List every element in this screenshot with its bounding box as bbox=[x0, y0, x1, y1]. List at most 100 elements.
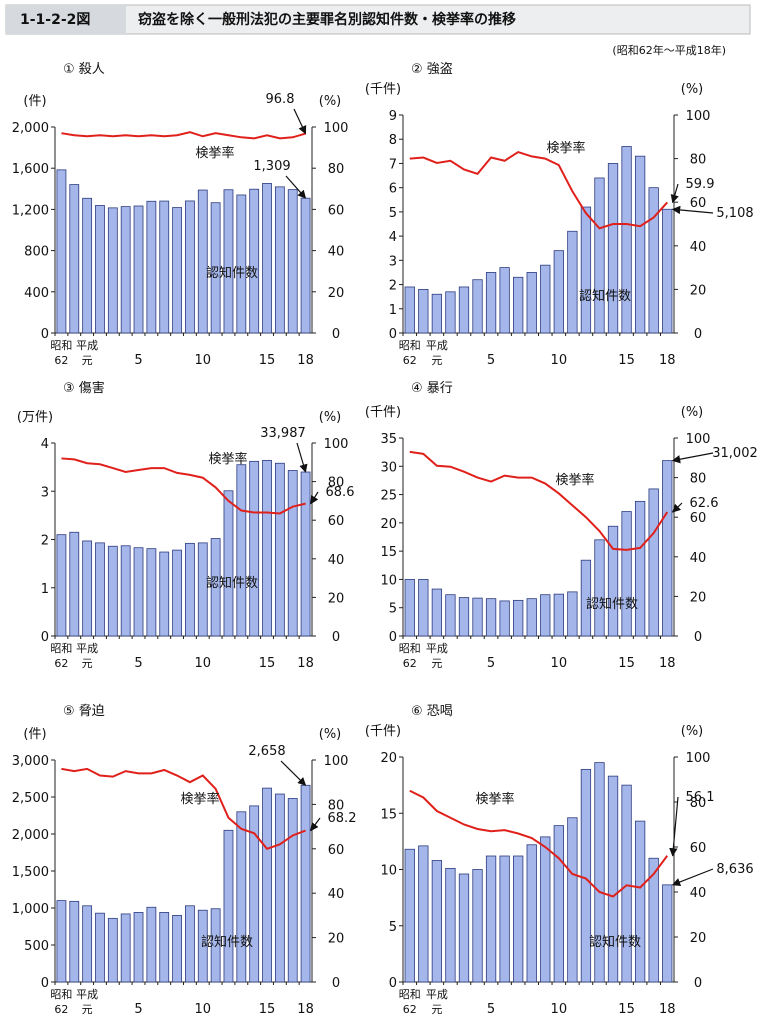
bar bbox=[404, 848, 415, 983]
bar bbox=[159, 200, 170, 334]
bar bbox=[287, 470, 298, 637]
x-tick-label: 5 bbox=[487, 656, 495, 671]
x-tick-label: 15 bbox=[259, 353, 276, 368]
y2-tick-label: 80 bbox=[690, 153, 707, 168]
bar bbox=[146, 906, 157, 983]
bar bbox=[607, 775, 619, 983]
series-name: 認知件数 bbox=[579, 288, 631, 304]
x-tick-label: 平成元 bbox=[76, 339, 98, 367]
y2-tick-label: 60 bbox=[690, 196, 707, 211]
label-arrow bbox=[285, 175, 307, 199]
bar bbox=[56, 169, 67, 334]
bar bbox=[197, 542, 208, 637]
x-tick-label: 平成元 bbox=[426, 988, 448, 1016]
x-tick-label: 15 bbox=[618, 1002, 635, 1017]
y2-tick-label: 40 bbox=[690, 886, 707, 901]
series-name: 認知件数 bbox=[206, 265, 258, 281]
bar bbox=[223, 189, 234, 334]
value-label: 5,108 bbox=[716, 206, 753, 221]
bar bbox=[262, 787, 272, 983]
y2-tick-label: 0 bbox=[332, 630, 340, 645]
bar bbox=[56, 534, 67, 637]
y-tick-label: 0 bbox=[41, 327, 49, 342]
bar bbox=[634, 820, 646, 983]
y-tick-label: 15 bbox=[380, 545, 397, 560]
y-tick-label: 6 bbox=[389, 182, 397, 197]
y-axis-unit: (千件) bbox=[365, 405, 401, 420]
bar bbox=[648, 488, 659, 637]
y-tick-label: 1,200 bbox=[12, 203, 49, 218]
bar bbox=[607, 163, 619, 334]
y-tick-label: 2,000 bbox=[12, 121, 49, 136]
bar bbox=[499, 600, 510, 637]
bar bbox=[485, 598, 497, 637]
y2-tick-label: 60 bbox=[690, 511, 707, 526]
bar bbox=[485, 272, 497, 334]
y-tick-label: 4 bbox=[41, 437, 49, 452]
bar bbox=[197, 189, 208, 334]
bar bbox=[210, 908, 221, 983]
bar bbox=[458, 286, 470, 334]
y2-tick-label: 20 bbox=[690, 590, 707, 605]
x-tick-label: 15 bbox=[618, 656, 635, 671]
bar bbox=[120, 545, 131, 637]
value-label: 8,636 bbox=[716, 862, 753, 877]
bar bbox=[513, 276, 524, 334]
bar bbox=[185, 905, 195, 983]
bar bbox=[499, 267, 510, 334]
y-tick-label: 1,000 bbox=[12, 902, 49, 917]
bar bbox=[540, 264, 551, 334]
bar bbox=[107, 545, 118, 637]
series-name: 認知件数 bbox=[589, 934, 641, 950]
y-tick-label: 35 bbox=[380, 432, 397, 447]
x-tick-label: 10 bbox=[551, 353, 568, 368]
x-tick-label: 平成元 bbox=[426, 642, 448, 670]
y-tick-label: 7 bbox=[389, 157, 397, 172]
bar bbox=[662, 208, 673, 334]
x-tick-label: 10 bbox=[551, 656, 568, 671]
y2-tick-label: 0 bbox=[332, 976, 340, 991]
bar bbox=[287, 189, 298, 334]
y-tick-label: 20 bbox=[380, 751, 397, 766]
y-tick-label: 10 bbox=[380, 864, 397, 879]
figure-id: 1-1-2-2図 bbox=[20, 12, 90, 28]
series-name: 検挙率 bbox=[555, 472, 594, 488]
y-tick-label: 9 bbox=[389, 109, 397, 124]
y2-tick-label: 40 bbox=[690, 240, 707, 255]
bar bbox=[69, 531, 80, 637]
y-axis-unit: (件) bbox=[23, 94, 46, 109]
y2-axis-unit: (%) bbox=[319, 94, 342, 109]
bar bbox=[404, 286, 415, 334]
y2-tick-label: 100 bbox=[686, 751, 711, 766]
value-label: 2,658 bbox=[248, 744, 285, 759]
x-tick-label: 18 bbox=[659, 353, 676, 368]
label-arrow bbox=[671, 452, 714, 464]
bar bbox=[107, 207, 118, 334]
x-tick-label: 平成元 bbox=[76, 988, 98, 1016]
bar bbox=[594, 177, 605, 334]
series-name: 検挙率 bbox=[208, 451, 247, 467]
bar bbox=[159, 912, 170, 983]
bar bbox=[567, 591, 578, 637]
bar bbox=[621, 146, 632, 334]
rate-line bbox=[61, 131, 306, 140]
bar bbox=[56, 900, 67, 983]
value-label: 59.9 bbox=[686, 177, 715, 192]
bar bbox=[223, 490, 234, 637]
bar bbox=[69, 184, 80, 334]
y-tick-label: 0 bbox=[41, 976, 49, 991]
x-tick-label: 平成元 bbox=[426, 339, 448, 367]
y-tick-label: 30 bbox=[380, 460, 397, 475]
y-tick-label: 20 bbox=[380, 517, 397, 532]
y2-tick-label: 40 bbox=[328, 553, 345, 568]
panel-title: ② 強盗 bbox=[411, 61, 453, 77]
bar bbox=[648, 857, 659, 983]
bar bbox=[634, 500, 646, 637]
bar bbox=[431, 293, 443, 334]
value-label: 68.6 bbox=[326, 485, 355, 500]
y2-axis-unit: (%) bbox=[319, 727, 342, 742]
bar bbox=[185, 542, 195, 637]
y2-axis-unit: (%) bbox=[681, 405, 704, 420]
y-axis-unit: (千件) bbox=[365, 724, 401, 739]
bar bbox=[431, 860, 443, 983]
